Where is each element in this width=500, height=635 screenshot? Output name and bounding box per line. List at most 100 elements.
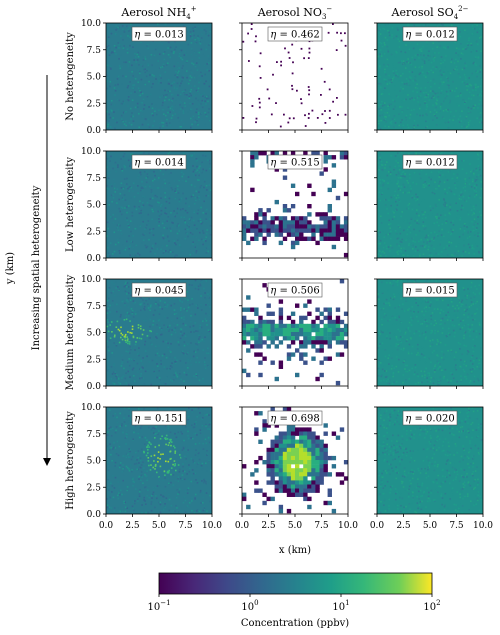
y-tick-label: 5.0 (87, 201, 102, 211)
y-tick-label: 10.0 (81, 147, 101, 157)
x-tick-label: 5.0 (288, 521, 303, 531)
eta-symbol: η (405, 158, 411, 169)
y-tick-label: 7.5 (87, 302, 102, 312)
eta-box (402, 282, 458, 298)
eta-equals: = (411, 158, 426, 169)
eta-value: 0.012 (426, 30, 455, 41)
x-tick-label: 0.0 (235, 521, 250, 531)
heatmap-cells (242, 279, 348, 386)
eta-label: η = 0.462 (270, 30, 319, 41)
heatmap-panel: η = 0.013 0.0 2.5 5.0 7.5 10.0 (81, 19, 213, 136)
y-tick-label: 10.0 (81, 19, 101, 29)
heatmap-panel: η = 0.698 0.0 2.5 5.0 7.5 10.0 (235, 406, 358, 531)
row-label: Low heterogeneity (65, 157, 76, 252)
column-title-no3: Aerosol NO3− (257, 5, 333, 21)
x-axis-label: x (km) (279, 545, 311, 556)
eta-symbol: η (134, 158, 140, 169)
eta-value: 0.045 (155, 286, 184, 297)
heterogeneity-label: Increasing spatial heterogeneity (31, 185, 42, 350)
eta-equals: = (411, 30, 426, 41)
y-tick-label: 5.0 (87, 329, 102, 339)
eta-symbol: η (405, 286, 411, 297)
x-tick-label: 0.0 (370, 521, 385, 531)
eta-equals: = (411, 286, 426, 297)
eta-symbol: η (134, 414, 140, 425)
y-tick-label: 2.5 (87, 227, 102, 237)
y-tick-label: 2.5 (87, 355, 102, 365)
colorbar-tick-label: 10−1 (147, 599, 170, 613)
y-tick-label: 2.5 (87, 99, 102, 109)
y-tick-label: 10.0 (81, 403, 101, 413)
eta-label: η = 0.020 (405, 414, 454, 425)
row-label: High heterogeneity (65, 411, 76, 510)
eta-symbol: η (134, 30, 140, 41)
eta-equals: = (140, 30, 155, 41)
eta-value: 0.020 (426, 414, 455, 425)
eta-symbol: η (405, 30, 411, 41)
eta-symbol: η (405, 414, 411, 425)
eta-value: 0.012 (426, 158, 455, 169)
eta-equals: = (411, 414, 426, 425)
eta-label: η = 0.013 (134, 30, 183, 41)
colorbar-label: Concentration (ppbv) (241, 618, 349, 629)
y-tick-label: 2.5 (87, 483, 102, 493)
eta-symbol: η (134, 286, 140, 297)
x-tick-label: 5.0 (152, 521, 167, 531)
eta-box (402, 26, 458, 42)
eta-box (267, 282, 323, 298)
eta-box (131, 410, 187, 426)
y-tick-label: 7.5 (87, 174, 102, 184)
eta-box (267, 26, 323, 42)
x-tick-label: 10.0 (338, 521, 358, 531)
y-tick-label: 0.0 (87, 126, 102, 136)
colorbar-tick-label: 101 (332, 599, 349, 613)
eta-value: 0.462 (291, 30, 320, 41)
heatmap-panel: η = 0.012 (374, 22, 484, 133)
eta-label: η = 0.698 (270, 414, 319, 425)
eta-equals: = (276, 414, 291, 425)
x-tick-label: 7.5 (314, 521, 329, 531)
eta-label: η = 0.012 (405, 30, 454, 41)
y-tick-label: 0.0 (87, 254, 102, 264)
row-label: Medium heterogeneity (65, 274, 76, 390)
heatmap-panel: η = 0.012 (374, 150, 484, 261)
y-tick-label: 7.5 (87, 46, 102, 56)
eta-equals: = (140, 286, 155, 297)
heatmap-panel: η = 0.020 0.0 2.5 5.0 7.5 10.0 (370, 406, 493, 531)
eta-box (131, 282, 187, 298)
column-title-so4: Aerosol SO42− (391, 5, 469, 21)
eta-symbol: η (270, 30, 276, 41)
heatmap-panel: η = 0.506 (239, 278, 349, 389)
colorbar-tick-label: 102 (423, 599, 440, 613)
eta-box (267, 410, 323, 426)
x-tick-label: 5.0 (423, 521, 438, 531)
eta-equals: = (140, 414, 155, 425)
heatmap-panel: η = 0.014 0.0 2.5 5.0 7.5 10.0 (81, 147, 213, 264)
y-tick-label: 0.0 (87, 382, 102, 392)
colorbar-tick-label: 100 (241, 599, 258, 613)
heatmap-panel: η = 0.045 0.0 2.5 5.0 7.5 10.0 (81, 275, 213, 392)
eta-symbol: η (270, 414, 276, 425)
heatmap-cells (377, 23, 483, 130)
y-tick-label: 0.0 (87, 510, 102, 520)
eta-box (131, 26, 187, 42)
row-label: No heterogeneity (65, 32, 76, 121)
heatmap-panel: η = 0.015 (374, 278, 484, 389)
eta-box (267, 154, 323, 170)
x-tick-label: 10.0 (202, 521, 222, 531)
y-tick-label: 5.0 (87, 73, 102, 83)
eta-box (402, 154, 458, 170)
eta-label: η = 0.506 (270, 286, 319, 297)
eta-value: 0.014 (155, 158, 184, 169)
x-tick-label: 10.0 (473, 521, 493, 531)
eta-box (402, 410, 458, 426)
eta-equals: = (276, 286, 291, 297)
eta-value: 0.506 (291, 286, 320, 297)
eta-value: 0.015 (426, 286, 455, 297)
eta-label: η = 0.015 (405, 286, 454, 297)
heatmap-panel: η = 0.515 (239, 150, 349, 261)
column-title-nh4: Aerosol NH4+ (120, 5, 196, 21)
x-tick-label: 2.5 (125, 521, 140, 531)
